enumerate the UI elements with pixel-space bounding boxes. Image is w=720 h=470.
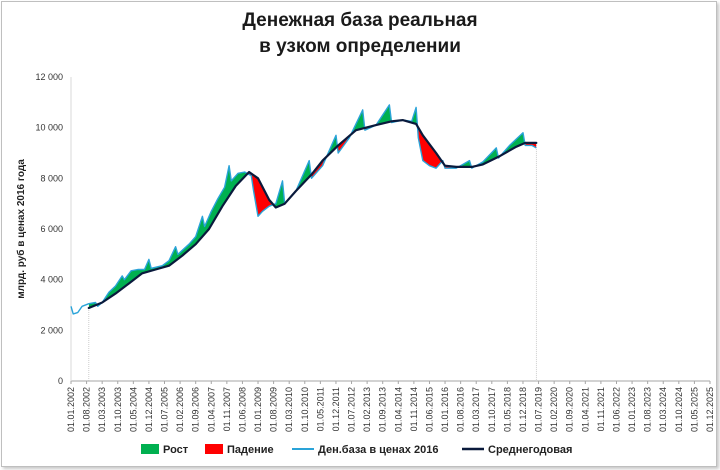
y-tick-label: 10 000 [35, 123, 63, 133]
x-tick-label: 01.03.2017 [471, 387, 481, 432]
legend-label-annual-average: Среднегодовая [488, 444, 572, 456]
y-tick-label: 4 000 [40, 275, 63, 285]
x-tick-label: 01.12.2011 [331, 387, 341, 431]
x-tick-label: 01.08.2002 [82, 387, 92, 432]
x-tick-label: 01.02.2006 [175, 387, 185, 432]
x-tick-label: 01.03.2010 [284, 387, 294, 432]
y-tick-label: 2 000 [40, 325, 63, 335]
x-tick-label: 01.09.2006 [191, 387, 201, 432]
annual-average-line [87, 119, 538, 310]
fall-area [88, 120, 537, 308]
x-tick-label: 01.01.2002 [66, 387, 76, 432]
y-tick-label: 8 000 [40, 173, 63, 183]
growth-area [88, 104, 537, 308]
legend-swatch-growth [141, 444, 159, 454]
money-base-line [70, 104, 537, 315]
x-tick-label: 01.08.2009 [269, 387, 279, 432]
chart-title-line-2: в узком определении [259, 36, 461, 57]
x-tick-label: 01.03.2003 [97, 387, 107, 432]
x-tick-label: 01.10.2003 [113, 387, 123, 432]
x-tick-label: 01.02.2020 [549, 387, 559, 432]
y-tick-label: 6 000 [40, 224, 63, 234]
legend-swatch-fall [205, 444, 223, 454]
x-tick-label: 01.05.2004 [128, 387, 138, 432]
x-tick-label: 01.07.2012 [347, 387, 357, 432]
x-tick-label: 01.10.2017 [487, 387, 497, 432]
legend-label-money-base: Ден.база в ценах 2016 [318, 444, 438, 456]
x-tick-label: 01.01.2016 [440, 387, 450, 432]
chart-title-line-1: Денежная база реальная [242, 10, 478, 31]
x-tick-label: 01.12.2025 [705, 387, 715, 432]
chart-title: Денежная база реальная в узком определен… [0, 8, 720, 60]
x-tick-label: 01.06.2022 [611, 387, 621, 432]
x-tick-label: 01.02.2013 [362, 387, 372, 432]
x-tick-label: 01.07.2019 [534, 387, 544, 432]
x-tick-label: 01.03.2024 [658, 387, 668, 432]
x-tick-label: 01.08.2023 [643, 387, 653, 432]
x-tick-label: 01.01.2009 [253, 387, 263, 432]
x-tick-label: 01.10.2010 [300, 387, 310, 432]
x-tick-label: 01.05.2025 [689, 387, 699, 432]
legend-label-growth: Рост [163, 444, 189, 456]
x-tick-label: 01.09.2020 [565, 387, 575, 432]
x-tick-label: 01.08.2016 [456, 387, 466, 432]
x-tick-label: 01.12.2004 [144, 387, 154, 432]
x-tick-label: 01.06.2008 [237, 387, 247, 432]
legend-label-fall: Падение [227, 444, 274, 456]
y-axis-label: млрд. руб в ценах 2016 года [15, 159, 27, 299]
x-tick-label: 01.06.2015 [424, 387, 434, 432]
y-axis-ticks: 0 2 000 4 000 6 000 8 000 10 000 12 000 [35, 72, 63, 386]
y-tick-label: 12 000 [35, 72, 63, 82]
x-tick-label: 01.10.2024 [674, 387, 684, 432]
y-tick-label: 0 [58, 376, 63, 386]
x-tick-label: 01.07.2005 [160, 387, 170, 432]
x-tick-label: 01.01.2023 [627, 387, 637, 432]
x-tick-label: 01.11.2007 [222, 387, 232, 431]
x-tick-label: 01.09.2013 [378, 387, 388, 432]
x-tick-label: 01.04.2021 [580, 387, 590, 432]
x-tick-label: 01.05.2011 [315, 387, 325, 431]
x-tick-label: 01.04.2007 [206, 387, 216, 432]
x-tick-label: 01.11.2014 [409, 387, 419, 431]
legend: Рост Падение Ден.база в ценах 2016 Средн… [141, 444, 572, 456]
x-tick-label: 01.05.2018 [502, 387, 512, 432]
x-tick-label: 01.11.2021 [596, 387, 606, 431]
x-tick-label: 01.04.2014 [393, 387, 403, 432]
x-axis-ticks: 01.01.2002 01.08.2002 01.03.2003 01.10.2003… [66, 381, 715, 432]
x-tick-label: 01.12.2018 [518, 387, 528, 432]
